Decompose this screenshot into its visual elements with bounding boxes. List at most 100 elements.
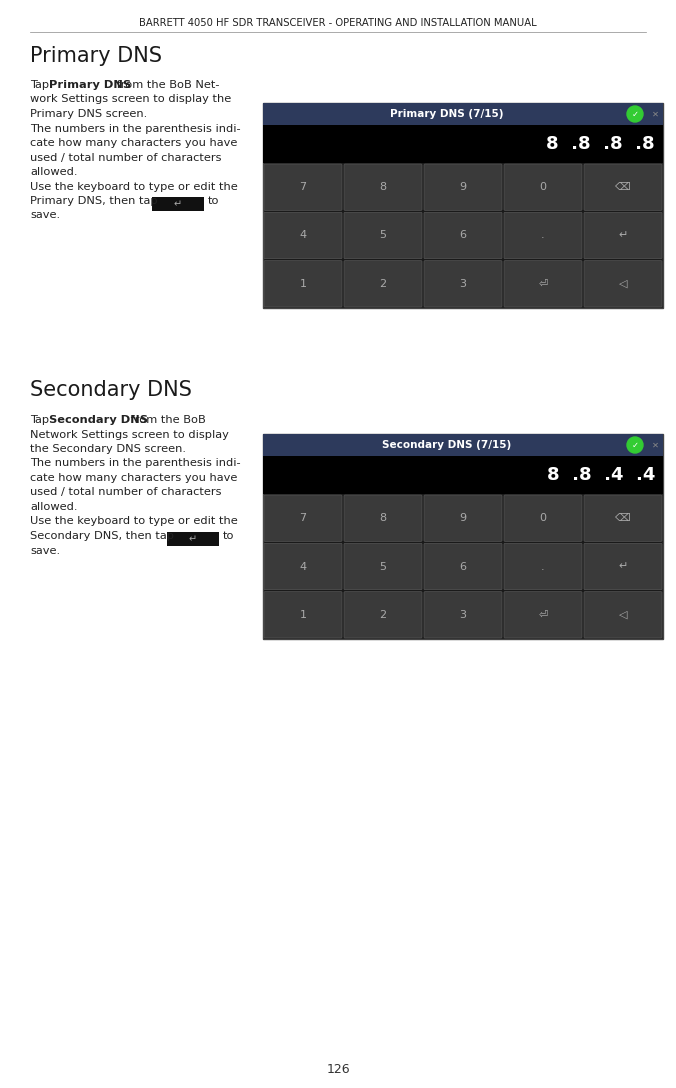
Text: ◁: ◁ <box>619 279 627 288</box>
FancyBboxPatch shape <box>504 261 582 307</box>
Text: to: to <box>208 196 220 206</box>
FancyBboxPatch shape <box>344 543 422 590</box>
FancyBboxPatch shape <box>263 434 663 456</box>
FancyBboxPatch shape <box>344 212 422 259</box>
Text: Primary DNS, then tap: Primary DNS, then tap <box>30 196 158 206</box>
Text: ↵: ↵ <box>174 199 182 209</box>
Text: save.: save. <box>30 210 60 221</box>
FancyBboxPatch shape <box>263 125 663 163</box>
FancyBboxPatch shape <box>584 261 662 307</box>
Text: 2: 2 <box>379 610 387 620</box>
Text: Tap: Tap <box>30 415 53 425</box>
Text: Secondary DNS, then tap: Secondary DNS, then tap <box>30 531 174 541</box>
FancyBboxPatch shape <box>424 543 502 590</box>
Text: 5: 5 <box>379 561 387 571</box>
Text: allowed.: allowed. <box>30 502 78 512</box>
Text: ↵: ↵ <box>189 534 197 544</box>
Text: 3: 3 <box>460 279 466 288</box>
Text: 5: 5 <box>379 231 387 240</box>
Text: from the BoB: from the BoB <box>127 415 206 425</box>
Text: The numbers in the parenthesis indi-: The numbers in the parenthesis indi- <box>30 458 241 469</box>
Text: Primary DNS: Primary DNS <box>30 46 162 66</box>
FancyBboxPatch shape <box>504 543 582 590</box>
FancyBboxPatch shape <box>584 212 662 259</box>
Text: 0: 0 <box>539 182 546 193</box>
Text: ✕: ✕ <box>652 441 658 449</box>
FancyBboxPatch shape <box>424 592 502 638</box>
FancyBboxPatch shape <box>264 164 342 210</box>
FancyBboxPatch shape <box>264 495 342 542</box>
Text: ⌫: ⌫ <box>615 182 631 193</box>
Text: ⌫: ⌫ <box>615 514 631 523</box>
Text: ✓: ✓ <box>631 441 639 449</box>
Text: 1: 1 <box>299 279 306 288</box>
FancyBboxPatch shape <box>424 212 502 259</box>
FancyBboxPatch shape <box>504 592 582 638</box>
Text: ↵: ↵ <box>619 561 628 571</box>
FancyBboxPatch shape <box>263 103 663 308</box>
FancyBboxPatch shape <box>584 164 662 210</box>
Text: ✕: ✕ <box>652 110 658 119</box>
Text: used / total number of characters: used / total number of characters <box>30 152 222 162</box>
Text: 6: 6 <box>460 561 466 571</box>
Circle shape <box>627 106 643 122</box>
FancyBboxPatch shape <box>344 261 422 307</box>
Text: 8  .8  .4  .4: 8 .8 .4 .4 <box>547 466 655 484</box>
Text: Tap: Tap <box>30 81 53 90</box>
FancyBboxPatch shape <box>264 212 342 259</box>
Text: The numbers in the parenthesis indi-: The numbers in the parenthesis indi- <box>30 124 241 134</box>
Text: 4: 4 <box>299 561 306 571</box>
Text: 9: 9 <box>460 182 466 193</box>
FancyBboxPatch shape <box>504 164 582 210</box>
FancyBboxPatch shape <box>424 164 502 210</box>
Text: Primary DNS: Primary DNS <box>49 81 131 90</box>
FancyBboxPatch shape <box>263 103 663 125</box>
FancyBboxPatch shape <box>264 261 342 307</box>
Text: Primary DNS (7/15): Primary DNS (7/15) <box>390 109 504 119</box>
Text: Network Settings screen to display: Network Settings screen to display <box>30 430 229 440</box>
Text: 0: 0 <box>539 514 546 523</box>
Text: ↵: ↵ <box>619 231 628 240</box>
Text: ✓: ✓ <box>631 110 639 119</box>
Text: Secondary DNS (7/15): Secondary DNS (7/15) <box>383 440 512 450</box>
FancyBboxPatch shape <box>584 495 662 542</box>
Text: 8: 8 <box>379 182 387 193</box>
FancyBboxPatch shape <box>584 543 662 590</box>
FancyBboxPatch shape <box>504 495 582 542</box>
Text: Use the keyboard to type or edit the: Use the keyboard to type or edit the <box>30 517 238 527</box>
Text: 126: 126 <box>327 1063 349 1076</box>
Text: 9: 9 <box>460 514 466 523</box>
Text: 7: 7 <box>299 514 306 523</box>
Text: ◁: ◁ <box>619 610 627 620</box>
FancyBboxPatch shape <box>424 495 502 542</box>
FancyBboxPatch shape <box>344 495 422 542</box>
FancyBboxPatch shape <box>263 456 663 494</box>
Text: 4: 4 <box>299 231 306 240</box>
Text: .: . <box>541 231 545 240</box>
Text: cate how many characters you have: cate how many characters you have <box>30 138 237 148</box>
FancyBboxPatch shape <box>264 592 342 638</box>
FancyBboxPatch shape <box>344 164 422 210</box>
Text: 7: 7 <box>299 182 306 193</box>
Text: BARRETT 4050 HF SDR TRANSCEIVER - OPERATING AND INSTALLATION MANUAL: BARRETT 4050 HF SDR TRANSCEIVER - OPERAT… <box>139 18 537 28</box>
FancyBboxPatch shape <box>584 592 662 638</box>
Text: from the BoB Net-: from the BoB Net- <box>113 81 220 90</box>
Text: Secondary DNS: Secondary DNS <box>49 415 148 425</box>
Text: 8  .8  .8  .8: 8 .8 .8 .8 <box>546 135 655 153</box>
Text: 8: 8 <box>379 514 387 523</box>
Text: allowed.: allowed. <box>30 166 78 177</box>
Text: the Secondary DNS screen.: the Secondary DNS screen. <box>30 444 186 454</box>
FancyBboxPatch shape <box>264 543 342 590</box>
FancyBboxPatch shape <box>424 261 502 307</box>
Text: to: to <box>223 531 235 541</box>
Circle shape <box>627 437 643 453</box>
Text: .: . <box>541 561 545 571</box>
FancyBboxPatch shape <box>152 197 204 211</box>
Text: cate how many characters you have: cate how many characters you have <box>30 473 237 483</box>
Text: work Settings screen to display the: work Settings screen to display the <box>30 95 231 104</box>
Text: 2: 2 <box>379 279 387 288</box>
FancyBboxPatch shape <box>263 434 663 639</box>
Text: 1: 1 <box>299 610 306 620</box>
Text: ⏎: ⏎ <box>538 610 548 620</box>
Text: Secondary DNS: Secondary DNS <box>30 380 192 400</box>
